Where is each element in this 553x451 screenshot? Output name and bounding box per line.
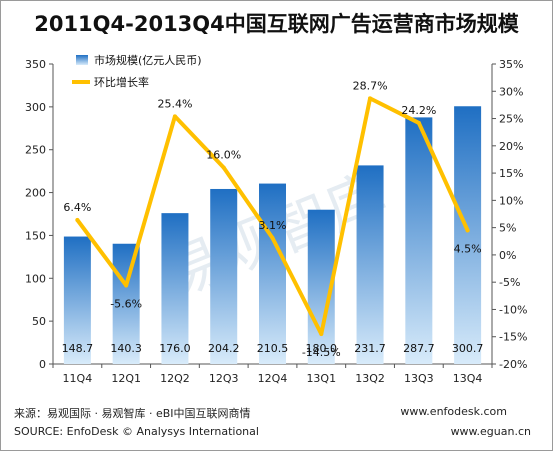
x-tick-label: 12Q4 bbox=[258, 372, 288, 385]
url-enfodesk: www.enfodesk.com bbox=[400, 405, 507, 418]
growth-point bbox=[416, 120, 421, 125]
y-left-tick-label: 350 bbox=[25, 58, 46, 71]
growth-value-label: 4.5% bbox=[454, 242, 482, 255]
x-tick-label: 13Q1 bbox=[306, 372, 336, 385]
y-left-tick-label: 200 bbox=[25, 187, 46, 200]
x-tick-label: 12Q2 bbox=[160, 372, 190, 385]
bar bbox=[210, 188, 238, 364]
growth-point bbox=[75, 218, 80, 222]
growth-value-label: 6.4% bbox=[63, 201, 91, 214]
bar bbox=[112, 243, 140, 364]
x-tick-label: 12Q1 bbox=[111, 372, 141, 385]
y-right-tick-label: 0% bbox=[499, 249, 516, 262]
growth-point bbox=[124, 283, 129, 288]
bar bbox=[63, 236, 91, 364]
y-right-tick-label: -20% bbox=[499, 358, 527, 371]
y-left-tick-label: 150 bbox=[25, 229, 46, 242]
growth-point bbox=[465, 228, 470, 233]
growth-value-label: 28.7% bbox=[353, 79, 388, 92]
growth-point bbox=[270, 236, 275, 240]
bar bbox=[259, 183, 286, 364]
y-left-tick-label: 50 bbox=[32, 315, 46, 328]
bar-value-label: 148.7 bbox=[62, 342, 94, 355]
y-left-tick-label: 100 bbox=[25, 272, 46, 285]
x-tick-label: 13Q4 bbox=[453, 372, 483, 385]
growth-value-label: 3.1% bbox=[259, 219, 287, 232]
bar bbox=[161, 213, 189, 364]
growth-point bbox=[368, 96, 373, 101]
bar bbox=[356, 165, 384, 364]
x-tick-label: 13Q3 bbox=[404, 372, 434, 385]
legend-bar-label: 市场规模(亿元人民币) bbox=[94, 53, 202, 67]
y-right-tick-label: 30% bbox=[499, 85, 523, 98]
y-right-tick-label: 20% bbox=[499, 140, 523, 153]
bar-value-label: 287.7 bbox=[403, 342, 435, 355]
bar-value-label: 204.2 bbox=[208, 342, 240, 355]
y-left-tick-label: 300 bbox=[25, 101, 46, 114]
x-tick-label: 12Q3 bbox=[209, 372, 239, 385]
bar-value-label: 180.0 bbox=[306, 342, 338, 355]
y-right-tick-label: 5% bbox=[499, 222, 516, 235]
bar-value-label: 300.7 bbox=[452, 342, 484, 355]
y-left-tick-label: 0 bbox=[39, 358, 46, 371]
bar-value-label: 210.5 bbox=[257, 342, 289, 355]
growth-point bbox=[221, 165, 226, 170]
bar bbox=[454, 106, 482, 364]
source-en: SOURCE: EnfoDesk © Analysys Internationa… bbox=[14, 425, 259, 438]
growth-point bbox=[172, 114, 177, 119]
y-right-tick-label: 25% bbox=[499, 113, 523, 126]
legend-line-label: 环比增长率 bbox=[94, 75, 149, 89]
growth-point bbox=[319, 332, 324, 336]
url-eguan: www.eguan.cn bbox=[450, 425, 531, 438]
y-right-tick-label: -5% bbox=[499, 276, 520, 289]
y-right-tick-label: -15% bbox=[499, 331, 527, 344]
growth-value-label: 24.2% bbox=[401, 104, 436, 117]
bar-value-label: 231.7 bbox=[354, 342, 386, 355]
growth-value-label: -14.5% bbox=[302, 346, 341, 359]
growth-value-label: 25.4% bbox=[157, 97, 192, 110]
y-left-tick-label: 250 bbox=[25, 144, 46, 157]
chart-title: 2011Q4-2013Q4中国互联网广告运营商市场规模 bbox=[34, 12, 519, 36]
bar-value-label: 176.0 bbox=[159, 342, 191, 355]
y-right-tick-label: 35% bbox=[499, 58, 523, 71]
y-right-tick-label: 15% bbox=[499, 167, 523, 180]
legend-bar-swatch bbox=[76, 55, 88, 65]
y-right-tick-label: 10% bbox=[499, 194, 523, 207]
x-tick-label: 13Q2 bbox=[355, 372, 385, 385]
y-right-tick-label: -10% bbox=[499, 303, 527, 316]
growth-value-label: -5.6% bbox=[110, 297, 142, 310]
growth-value-label: 16.0% bbox=[206, 149, 241, 162]
bar bbox=[405, 117, 433, 365]
source-cn: 来源：易观国际 · 易观智库 · eBI中国互联网商情 bbox=[14, 407, 251, 420]
x-tick-label: 11Q4 bbox=[63, 372, 93, 385]
bar-value-label: 140.3 bbox=[110, 342, 142, 355]
